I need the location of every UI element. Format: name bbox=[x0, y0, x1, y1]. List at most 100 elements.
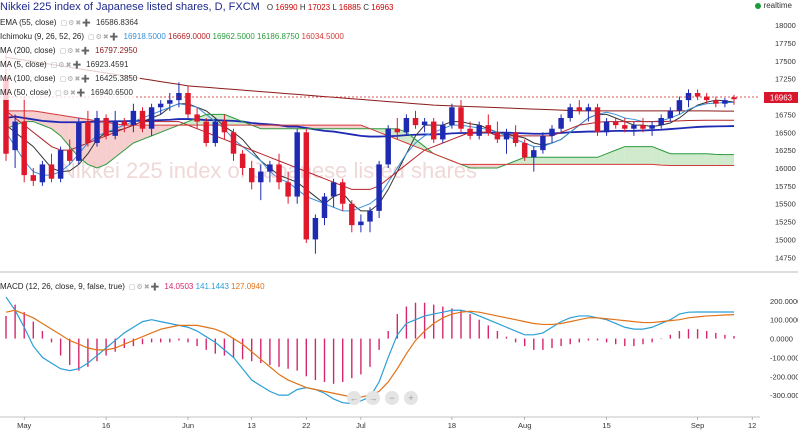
candle-body bbox=[212, 121, 219, 143]
candle bbox=[430, 118, 437, 143]
candle bbox=[48, 153, 55, 183]
realtime-indicator: realtime bbox=[754, 1, 792, 10]
macd-legend-value: 141.1443 bbox=[195, 282, 232, 291]
candle bbox=[185, 85, 191, 118]
candle-body bbox=[76, 121, 82, 161]
candle bbox=[676, 96, 683, 115]
candle bbox=[503, 128, 510, 154]
price-tick-label: 16000 bbox=[775, 164, 796, 173]
legend-row[interactable]: Ichimoku (9, 26, 52, 26) ▢⚙✖➕ 16918.5000 1… bbox=[0, 30, 347, 44]
candle-body bbox=[385, 128, 391, 165]
cloud-bull-segment bbox=[561, 157, 571, 165]
legend-settings-icons[interactable]: ▢⚙✖➕ bbox=[59, 76, 92, 83]
candle bbox=[713, 96, 719, 108]
macd-histogram-bar bbox=[87, 338, 89, 367]
macd-histogram-bar bbox=[542, 338, 544, 350]
cloud-bull-segment bbox=[542, 157, 552, 165]
legend-row[interactable]: MA (5, close) ▢⚙✖➕ 16923.4591 bbox=[0, 58, 132, 72]
candle bbox=[167, 93, 173, 111]
cloud-bull-segment bbox=[661, 150, 671, 166]
cloud-bull-segment bbox=[724, 154, 734, 166]
legend-row[interactable]: EMA (55, close) ▢⚙✖➕ 16586.8364 bbox=[0, 16, 142, 30]
candle bbox=[112, 110, 118, 140]
close-value: 16963 bbox=[371, 3, 394, 12]
price-tick-label: 15250 bbox=[775, 218, 796, 227]
chart-title: Nikkei 225 index of Japanese listed shar… bbox=[0, 0, 398, 15]
cloud-bull-segment bbox=[515, 157, 525, 165]
candle bbox=[722, 98, 728, 108]
cloud-bull-segment bbox=[524, 157, 534, 165]
candle bbox=[385, 125, 391, 168]
price-tick-label: 18000 bbox=[775, 21, 796, 30]
macd-histogram-bar bbox=[69, 338, 71, 365]
price-tag-label: 16963 bbox=[770, 94, 793, 103]
macd-histogram-bar bbox=[624, 338, 626, 347]
candle-body bbox=[503, 132, 510, 140]
cloud-bear-segment bbox=[351, 125, 361, 129]
minus-icon[interactable]: − bbox=[385, 391, 399, 405]
legend-indicator-name: MA (100, close) bbox=[0, 74, 56, 83]
candle-body bbox=[3, 76, 9, 154]
candle-body bbox=[48, 164, 55, 179]
plus-icon[interactable]: + bbox=[404, 391, 418, 405]
candle bbox=[276, 153, 282, 190]
price-pane: Nikkei 225 index of Japanese listed shar… bbox=[0, 21, 798, 262]
candle-body bbox=[121, 121, 128, 126]
time-tick-label: Aug bbox=[518, 421, 531, 430]
candle-body bbox=[485, 125, 492, 133]
candle-body bbox=[194, 114, 200, 122]
cloud-bear-segment bbox=[124, 125, 134, 151]
candle-body bbox=[540, 135, 546, 151]
legend-indicator-name: MA (50, close) bbox=[0, 88, 52, 97]
macd-histogram-bar bbox=[141, 338, 144, 345]
candle bbox=[440, 121, 446, 143]
macd-histogram-bar bbox=[487, 325, 489, 339]
legend-settings-icons[interactable]: ▢⚙✖➕ bbox=[59, 48, 92, 55]
time-axis: May 16 Jun 13 22 Jul 18 Aug 15 Sep 12 bbox=[17, 417, 756, 430]
legend-settings-icons[interactable]: ▢⚙✖➕ bbox=[60, 20, 92, 27]
candle-body bbox=[594, 107, 601, 133]
open-value: 16990 bbox=[275, 3, 298, 12]
macd-histogram-bar bbox=[351, 338, 353, 379]
time-tick-label: 15 bbox=[602, 421, 610, 430]
legend-row[interactable]: MA (200, close) ▢⚙✖➕ 16797.2950 bbox=[0, 44, 141, 58]
legend-row[interactable]: MA (50, close) ▢⚙✖➕ 16940.6500 bbox=[0, 86, 136, 100]
legend-row[interactable]: MA (100, close) ▢⚙✖➕ 16425.3850 bbox=[0, 72, 141, 86]
macd-histogram-bar bbox=[305, 338, 307, 377]
cloud-bear-segment bbox=[342, 125, 352, 129]
legend-settings-icons[interactable]: ▢⚙✖➕ bbox=[55, 90, 87, 97]
legend-settings-icons[interactable]: ▢⚙✖➕ bbox=[50, 62, 83, 69]
candle bbox=[85, 110, 91, 147]
macd-histogram-bar bbox=[169, 338, 171, 343]
candle-body bbox=[421, 121, 428, 126]
candle-body bbox=[139, 110, 146, 129]
macd-histogram-bar bbox=[260, 338, 262, 364]
macd-histogram-bar bbox=[241, 338, 244, 360]
cloud-bear-segment bbox=[260, 125, 270, 129]
candle bbox=[57, 146, 64, 183]
macd-legend-settings-icons[interactable]: ▢⚙✖➕ bbox=[128, 284, 161, 291]
macd-legend-row[interactable]: MACD (12, 26, close, 9, false, true) ▢⚙✖➕… bbox=[0, 280, 268, 294]
macd-legend-name: MACD (12, 26, close, 9, false, true) bbox=[0, 282, 125, 291]
macd-histogram-bar bbox=[323, 338, 326, 382]
candle bbox=[649, 121, 655, 136]
macd-histogram-bar bbox=[478, 319, 480, 339]
candle bbox=[394, 118, 401, 140]
close-label: C bbox=[363, 3, 370, 12]
legend-settings-icons[interactable]: ▢⚙✖➕ bbox=[88, 34, 120, 41]
cloud-bull-segment bbox=[615, 146, 625, 165]
cloud-bull-segment bbox=[533, 157, 543, 165]
candle bbox=[640, 118, 646, 133]
legend-indicator-name: MA (5, close) bbox=[0, 60, 47, 69]
macd-histogram-bar bbox=[214, 338, 216, 354]
legend-value: 16797.2950 bbox=[95, 46, 138, 55]
cloud-bull-segment bbox=[652, 146, 662, 166]
time-tick-label: 12 bbox=[748, 421, 756, 430]
price-tick-label: 17500 bbox=[775, 57, 796, 66]
arrow-left-icon[interactable]: ← bbox=[347, 391, 361, 405]
price-tag-box bbox=[764, 92, 798, 103]
arrow-right-icon[interactable]: → bbox=[366, 391, 380, 405]
candle-body bbox=[112, 121, 118, 136]
macd-histogram-bar bbox=[533, 338, 535, 350]
